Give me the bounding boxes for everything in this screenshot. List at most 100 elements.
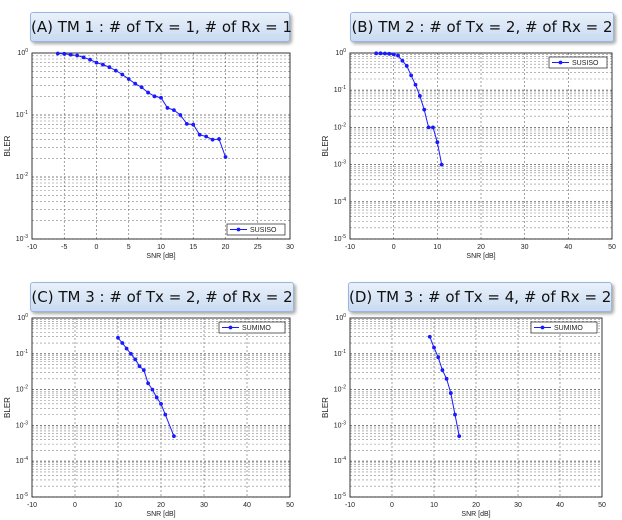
x-tick-label: -10 [345, 244, 355, 251]
data-point [55, 51, 60, 56]
plot-frame [349, 52, 613, 240]
plot-area [350, 53, 612, 239]
data-point [124, 346, 129, 351]
x-tick-label: 40 [243, 502, 251, 509]
data-point [172, 108, 176, 112]
x-tick-label: 20 [157, 502, 165, 509]
plot-area [32, 53, 290, 239]
y-tick-label: 10-2 [16, 172, 28, 181]
data-point [191, 122, 196, 127]
y-tick-label: 10-3 [334, 160, 346, 169]
legend-label: SUSISO [250, 227, 277, 234]
data-point [448, 391, 453, 395]
legend-marker [558, 60, 563, 65]
panel-title-d: (D) TM 3 : # of Tx = 4, # of Rx = 2 [348, 282, 612, 312]
data-point [404, 64, 409, 68]
x-tick-label: 10 [430, 502, 438, 509]
x-tick-label: 30 [286, 244, 294, 251]
data-point [133, 81, 138, 86]
data-point [139, 85, 144, 90]
data-point [94, 60, 99, 65]
data-point [204, 134, 209, 139]
data-point [137, 364, 142, 369]
data-point [116, 335, 120, 340]
data-point [178, 113, 183, 117]
x-tick-label: 20 [472, 502, 480, 509]
data-point [152, 94, 157, 99]
y-tick-label: 10-5 [16, 492, 28, 501]
plot-frame [349, 317, 603, 498]
y-tick-label: 100 [17, 48, 28, 57]
data-point [396, 53, 400, 58]
y-tick-label: 10-2 [334, 385, 346, 394]
data-point [165, 106, 170, 110]
data-point [387, 51, 392, 56]
x-tick-label: 0 [73, 502, 77, 509]
data-point [68, 52, 73, 57]
x-tick-label: 15 [189, 244, 197, 251]
x-tick-label: 50 [598, 502, 606, 509]
series-line [429, 336, 460, 437]
legend-marker [236, 227, 241, 232]
y-tick-label: 10-3 [16, 234, 28, 243]
x-tick-label: 50 [608, 244, 616, 251]
data-point [444, 376, 449, 381]
y-tick-label: 10-4 [334, 197, 346, 206]
y-axis-label: BLER [3, 135, 12, 156]
x-tick-label: -10 [27, 502, 37, 509]
legend-box [548, 56, 608, 69]
data-point [427, 334, 432, 339]
series-line [117, 337, 175, 437]
data-point [126, 77, 131, 81]
data-point [159, 401, 163, 406]
x-tick-label: 0 [392, 244, 396, 251]
legend-label: SUMIMO [242, 325, 271, 332]
data-point [88, 57, 92, 62]
data-point [107, 65, 112, 70]
x-tick-label: 40 [556, 502, 564, 509]
legend-label: SUMIMO [554, 325, 583, 332]
y-axis-label: BLER [321, 397, 330, 418]
x-tick-label: 30 [521, 244, 529, 251]
x-tick-label: 5 [127, 244, 131, 251]
x-tick-label: 25 [254, 244, 262, 251]
data-point [391, 52, 396, 57]
data-point [81, 55, 86, 60]
x-axis-label: SNR [dB] [466, 253, 495, 260]
x-tick-label: 20 [477, 244, 485, 251]
data-point [120, 341, 125, 345]
data-point [439, 162, 444, 167]
x-axis-label: SNR [dB] [461, 511, 490, 518]
data-point [129, 351, 133, 356]
legend-label: SUSISO [572, 60, 599, 67]
y-tick-label: 10-3 [334, 420, 346, 429]
data-point [210, 137, 215, 142]
data-point [435, 140, 440, 145]
x-tick-label: -10 [345, 502, 355, 509]
x-tick-label: 30 [514, 502, 522, 509]
y-tick-label: 100 [335, 313, 346, 322]
data-point [400, 58, 405, 63]
y-tick-label: 10-3 [16, 420, 28, 429]
data-point [457, 434, 462, 439]
data-point [217, 137, 221, 141]
panel-title-a: (A) TM 1 : # of Tx = 1, # of Rx = 1 [30, 12, 292, 42]
y-tick-label: 10-1 [16, 349, 28, 358]
x-tick-label: 40 [564, 244, 572, 251]
data-point [422, 107, 427, 112]
x-tick-label: -10 [27, 244, 37, 251]
legend-box [218, 321, 286, 334]
data-point [150, 387, 155, 392]
data-point [146, 381, 151, 386]
data-point [413, 82, 418, 87]
data-point [417, 94, 422, 98]
data-point [184, 121, 189, 126]
x-tick-label: 10 [114, 502, 122, 509]
data-point [133, 357, 138, 362]
x-tick-label: 20 [222, 244, 230, 251]
data-point [432, 345, 436, 350]
